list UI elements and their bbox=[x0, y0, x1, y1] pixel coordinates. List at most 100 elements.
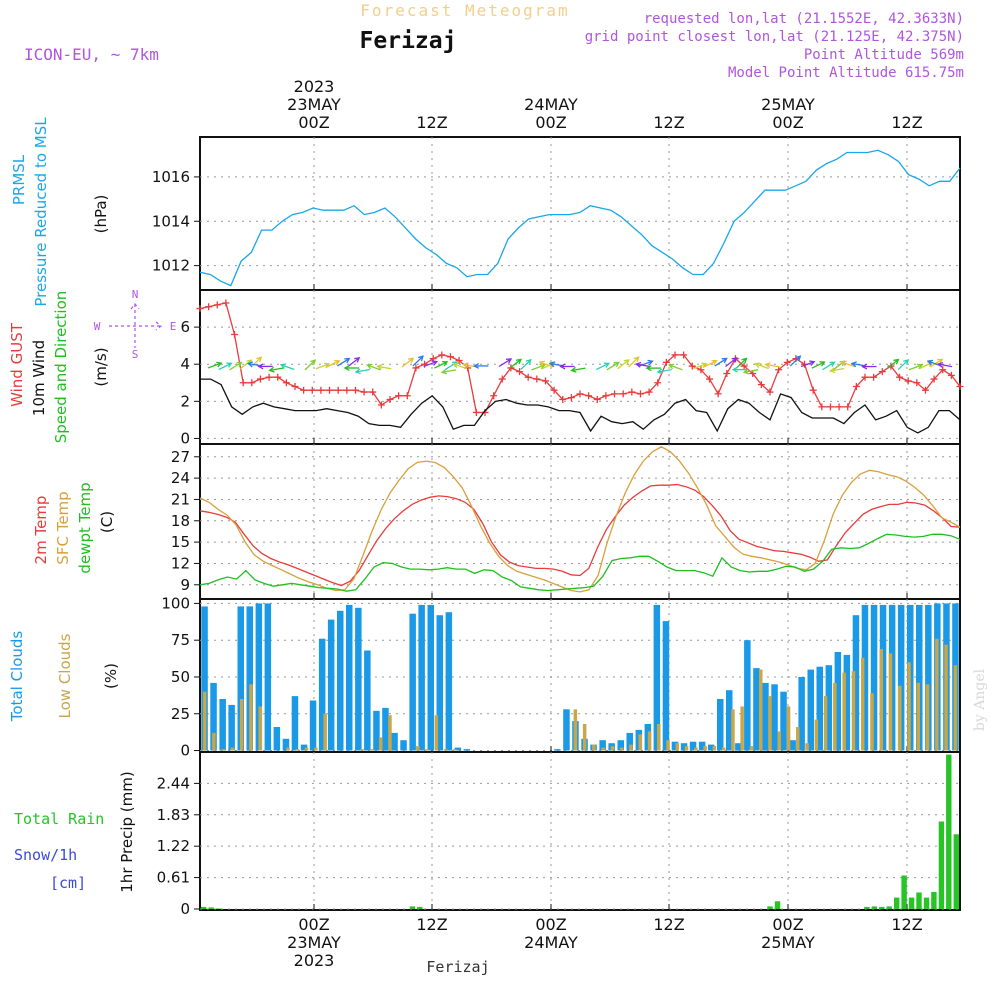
wind-direction-arrow bbox=[268, 366, 284, 373]
rose-e-label: E bbox=[170, 320, 177, 333]
requested-coords: requested lon,lat (21.1552E, 42.3633N) bbox=[644, 11, 964, 27]
gust-marker bbox=[222, 299, 230, 307]
total_clouds-bar bbox=[445, 612, 453, 751]
gust-marker bbox=[602, 392, 610, 400]
low_clouds-bar bbox=[388, 715, 392, 751]
gust-marker bbox=[723, 369, 731, 377]
low_clouds-bar bbox=[786, 706, 791, 751]
panel-3: 9 12 15 18 21 24 27 bbox=[171, 443, 961, 600]
gust-marker bbox=[326, 386, 334, 394]
panel-1: 1012 1014 1016 bbox=[152, 136, 961, 291]
gust-marker bbox=[205, 303, 213, 311]
y-tick-label: 1016 bbox=[152, 168, 190, 186]
wind-direction-arrow bbox=[366, 363, 381, 371]
time-hour-label: 00Z bbox=[535, 915, 566, 934]
wind-direction-arrow bbox=[538, 360, 554, 368]
wind-direction-arrow bbox=[412, 355, 424, 367]
wind-direction-arrow bbox=[434, 361, 449, 369]
y-tick-label: 100 bbox=[161, 594, 190, 612]
low_clouds-bar bbox=[805, 743, 809, 751]
low_clouds-bar bbox=[879, 649, 883, 751]
low_clouds-bar bbox=[323, 713, 327, 751]
gust-marker bbox=[714, 390, 722, 398]
gust-marker bbox=[585, 392, 593, 400]
total_clouds-bar bbox=[237, 606, 244, 751]
gust-marker bbox=[403, 392, 411, 400]
panel-frame bbox=[199, 751, 961, 911]
total-rain-label: Total Rain bbox=[14, 810, 104, 828]
wind-direction-arrow bbox=[811, 361, 826, 369]
gust-marker bbox=[516, 368, 524, 376]
wind-direction-arrow bbox=[754, 362, 769, 370]
wind-direction-arrow bbox=[617, 359, 630, 370]
total_clouds-bar bbox=[291, 696, 299, 751]
total_clouds-bar bbox=[427, 604, 434, 751]
total-clouds-label: Total Clouds bbox=[8, 631, 26, 723]
low_clouds-bar bbox=[814, 719, 819, 751]
gust-marker bbox=[852, 382, 860, 390]
y-tick-label: 2.44 bbox=[157, 774, 190, 792]
low_clouds-bar bbox=[369, 749, 374, 751]
wind-direction-arrow bbox=[595, 362, 610, 371]
ms-unit: (m/s) bbox=[92, 347, 110, 386]
low_clouds-bar bbox=[249, 684, 253, 751]
gust-marker bbox=[826, 403, 834, 411]
total_clouds-bar bbox=[698, 741, 706, 751]
rain-bar bbox=[923, 897, 930, 909]
time-hour-label: 12Z bbox=[891, 915, 922, 934]
y-tick-label: 0.61 bbox=[157, 869, 190, 887]
gust-marker bbox=[455, 357, 463, 365]
total_clouds-bar bbox=[798, 677, 805, 751]
low_clouds-bar bbox=[601, 747, 605, 751]
y-tick-label: 9 bbox=[180, 576, 190, 594]
y-tick-label: 75 bbox=[171, 631, 190, 649]
gust-marker bbox=[438, 351, 446, 359]
total_clouds-bar bbox=[400, 740, 407, 751]
time-hour-label: 12Z bbox=[416, 113, 447, 132]
gust-marker bbox=[559, 395, 567, 403]
panel-marks bbox=[196, 299, 964, 434]
time-date-label: 25MAY bbox=[761, 933, 815, 952]
low_clouds-bar bbox=[694, 747, 698, 751]
rain-bar bbox=[916, 892, 922, 909]
wind-direction-label: Speed and Direction bbox=[52, 291, 70, 444]
low_clouds-bar bbox=[202, 691, 207, 751]
wind-direction-arrow bbox=[897, 358, 910, 371]
gust-marker bbox=[593, 395, 601, 403]
total_clouds-bar bbox=[454, 747, 462, 751]
gust-marker bbox=[921, 386, 929, 394]
low_clouds-bar bbox=[647, 731, 652, 751]
hpa-unit: (hPa) bbox=[92, 195, 110, 234]
low_clouds-bar bbox=[657, 724, 661, 751]
panel-marks bbox=[199, 446, 961, 593]
wind-direction-arrow bbox=[703, 359, 718, 368]
gust-marker bbox=[956, 382, 964, 390]
y-tick-label: 1014 bbox=[152, 212, 190, 230]
y-tick-label: 27 bbox=[171, 448, 190, 466]
gust-marker bbox=[291, 382, 299, 390]
rain-bar bbox=[938, 821, 945, 909]
low_clouds-bar bbox=[870, 693, 874, 751]
gust-marker bbox=[740, 362, 748, 370]
sfc-temp-label: SFC Temp bbox=[54, 491, 72, 564]
gust-marker bbox=[395, 392, 403, 400]
time-hour-label: 12Z bbox=[416, 915, 447, 934]
wind-direction-arrow bbox=[343, 365, 359, 371]
rose-n-label: N bbox=[132, 288, 139, 301]
wind-direction-arrow bbox=[250, 356, 263, 368]
y-tick-label: 25 bbox=[171, 705, 190, 723]
total_clouds-bar bbox=[246, 606, 253, 751]
total_clouds-bar bbox=[735, 743, 742, 751]
wind-direction-arrow bbox=[645, 365, 661, 372]
y-tick-label: 1.83 bbox=[157, 806, 190, 824]
low_clouds-bar bbox=[425, 749, 429, 751]
gust-marker bbox=[541, 377, 549, 385]
wind-direction-arrow bbox=[520, 358, 532, 371]
point-altitude: Point Altitude 569m bbox=[804, 47, 964, 63]
wind-direction-arrow bbox=[509, 358, 523, 369]
low_clouds-bar bbox=[582, 724, 587, 751]
total_clouds-bar bbox=[744, 640, 751, 751]
low_clouds-bar bbox=[666, 740, 670, 751]
meteogram-title: Forecast Meteogram bbox=[360, 1, 569, 20]
